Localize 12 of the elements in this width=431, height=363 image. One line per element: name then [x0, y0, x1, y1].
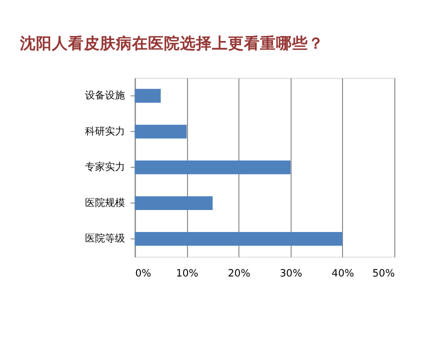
x-tick-label: 30% [280, 268, 303, 280]
y-tick-label: 设备设施 [85, 90, 126, 102]
y-tick-label: 医院等级 [85, 232, 126, 245]
x-tick-label: 0% [135, 268, 152, 280]
y-tick-label: 医院规模 [85, 196, 126, 209]
x-tick-label: 10% [176, 268, 199, 280]
y-tick-label: 专家实力 [85, 161, 126, 174]
x-tick-label: 40% [332, 268, 354, 280]
x-tick-label: 20% [228, 268, 251, 280]
y-tick-label: 科研实力 [85, 125, 126, 138]
x-tick-label: 50% [372, 268, 396, 280]
chart-title: 沈阳人看皮肤病在医院选择上更看重哪些？ [19, 34, 324, 53]
